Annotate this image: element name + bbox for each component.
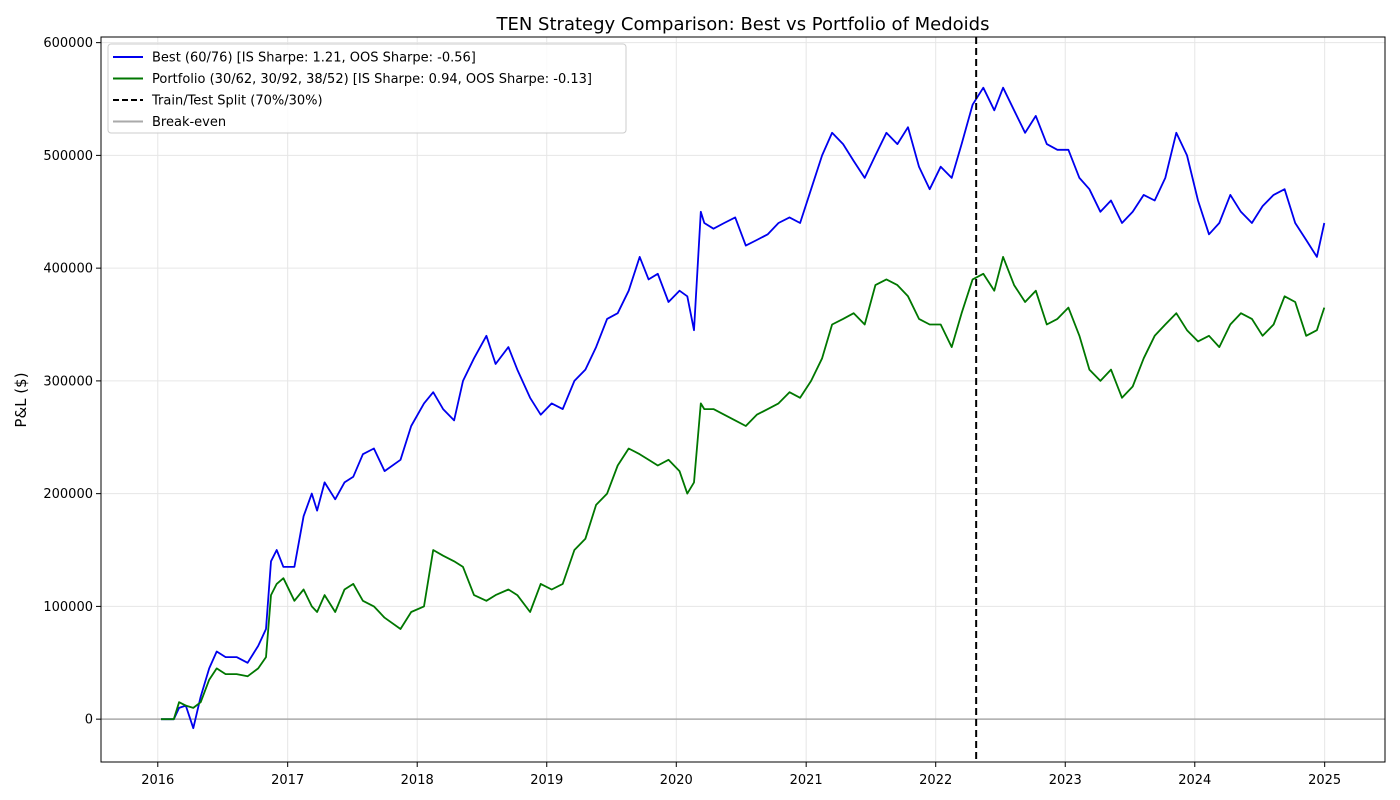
x-tick-label: 2024 <box>1178 773 1211 788</box>
y-tick-label: 0 <box>85 713 93 728</box>
legend: Best (60/76) [IS Sharpe: 1.21, OOS Sharp… <box>107 43 627 134</box>
x-axis-ticks: 2016 2017 2018 2019 2020 2021 2022 2023 2024 2025 <box>141 762 1341 788</box>
y-tick-label: 100000 <box>43 600 93 615</box>
legend-box <box>107 43 627 134</box>
x-tick-label: 2022 <box>919 773 952 788</box>
y-axis-label: P&L ($) <box>12 372 30 427</box>
legend-label: Train/Test Split (70%/30%) <box>151 94 323 109</box>
legend-label: Portfolio (30/62, 30/92, 38/52) [IS Shar… <box>152 72 592 87</box>
y-tick-label: 300000 <box>43 374 93 389</box>
legend-label: Break-even <box>152 115 226 130</box>
y-axis-ticks: 0 100000 200000 300000 400000 500000 600000 <box>43 36 101 728</box>
x-tick-label: 2017 <box>271 773 304 788</box>
legend-label: Best (60/76) [IS Sharpe: 1.21, OOS Sharp… <box>152 51 476 66</box>
chart-title: TEN Strategy Comparison: Best vs Portfol… <box>496 14 990 35</box>
x-tick-label: 2019 <box>530 773 563 788</box>
y-tick-label: 600000 <box>43 36 93 51</box>
series-line-1 <box>161 255 1326 721</box>
y-tick-label: 200000 <box>43 487 93 502</box>
grid-layer <box>101 37 1385 762</box>
x-tick-label: 2021 <box>790 773 823 788</box>
y-tick-label: 400000 <box>43 262 93 277</box>
plot-frame <box>100 36 1386 763</box>
series-line-0 <box>161 86 1326 730</box>
series-layer <box>161 86 1326 730</box>
x-tick-label: 2016 <box>141 773 174 788</box>
x-tick-label: 2023 <box>1049 773 1082 788</box>
x-tick-label: 2018 <box>401 773 434 788</box>
y-tick-label: 500000 <box>43 149 93 164</box>
x-tick-label: 2020 <box>660 773 693 788</box>
x-tick-label: 2025 <box>1308 773 1341 788</box>
